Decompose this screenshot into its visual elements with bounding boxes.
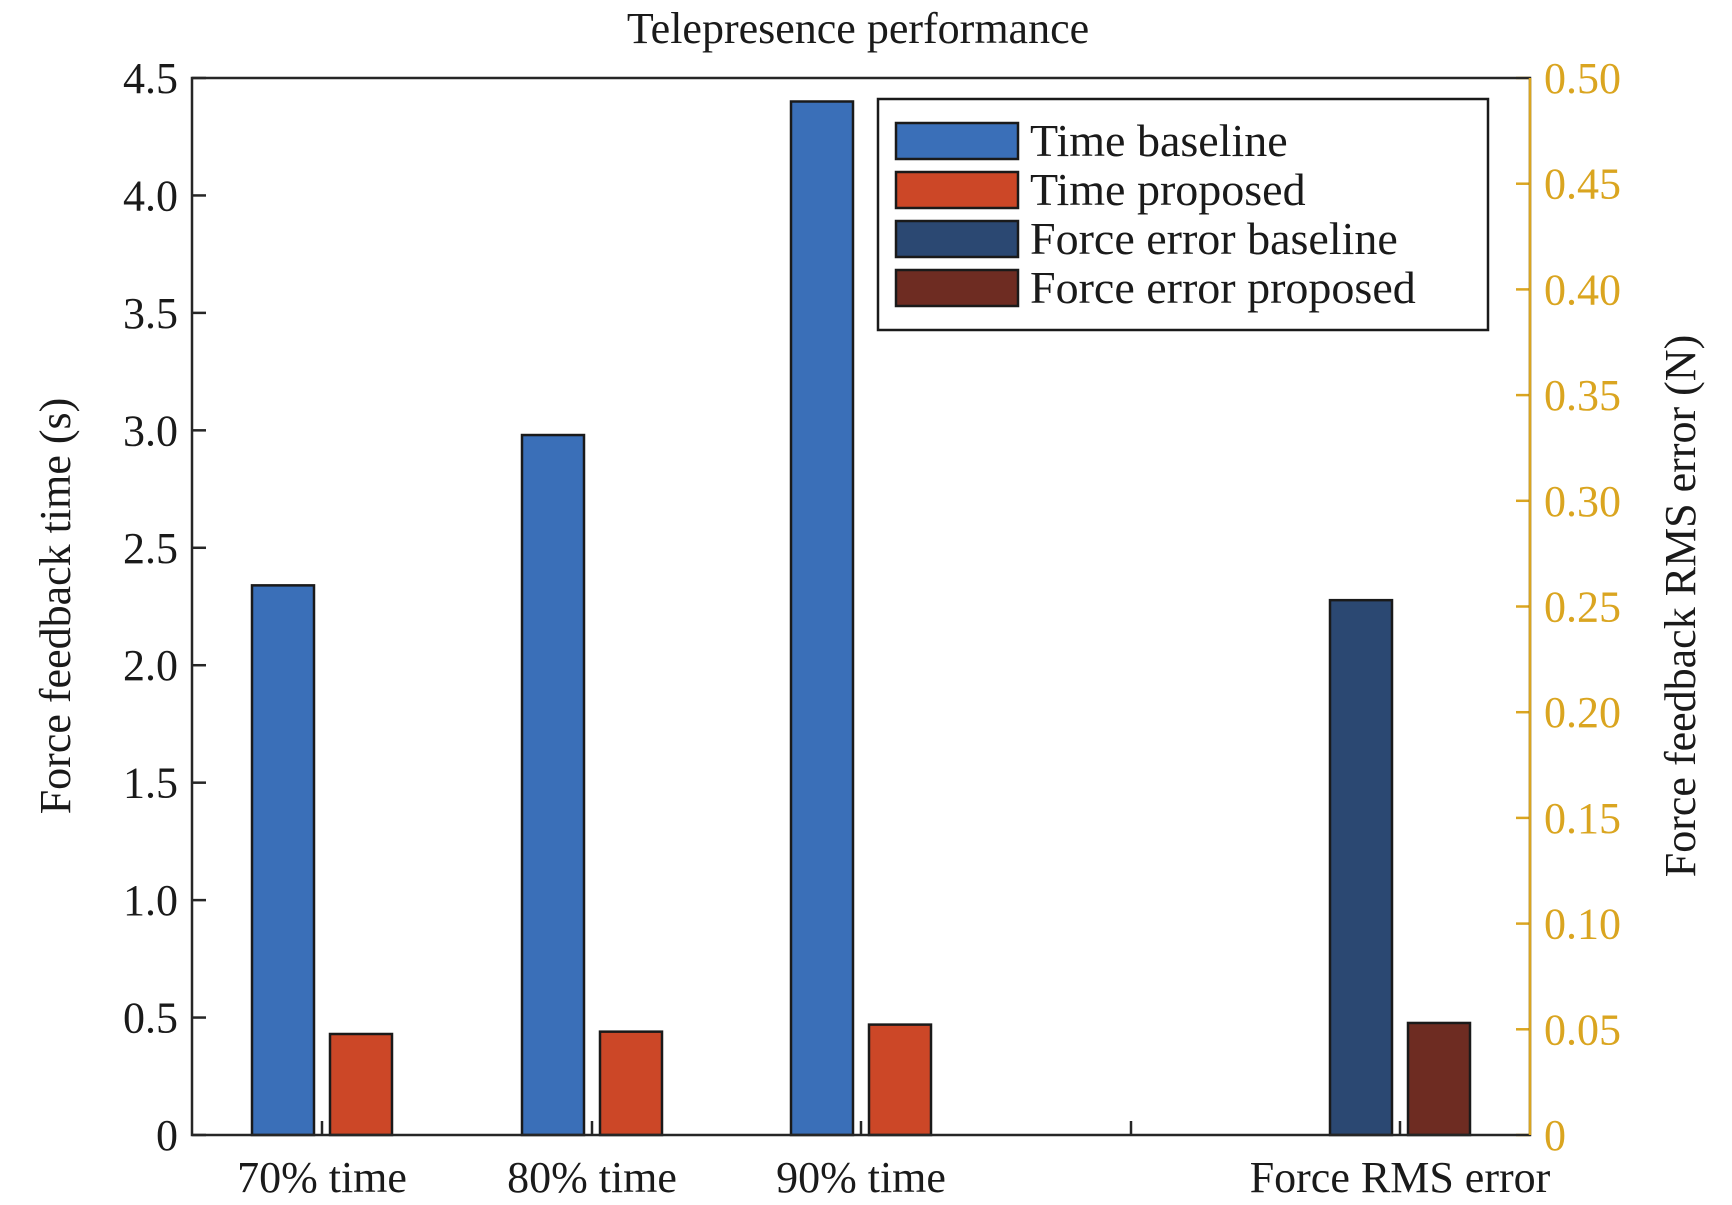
left-tick-label: 1.5 <box>123 759 178 808</box>
bar-force-error-baseline <box>1328 598 1394 1137</box>
right-axis-ticks: 0 0.05 0.10 0.15 0.20 0.25 0.30 0.35 0.40 0.45 0.5… <box>1516 54 1621 1160</box>
bar-time-baseline <box>250 584 316 1137</box>
legend-label: Time baseline <box>1030 115 1288 166</box>
left-tick-label: 2.5 <box>123 524 178 573</box>
left-tick-label: 3.5 <box>123 289 178 338</box>
bar-time-proposed <box>867 1023 933 1137</box>
right-axis-label: Force feedback RMS error (N) <box>1656 335 1705 877</box>
right-tick-label: 0.20 <box>1544 688 1621 737</box>
legend-swatch <box>894 268 1020 308</box>
right-tick-label: 0.50 <box>1544 54 1621 103</box>
legend-label: Force error baseline <box>1030 213 1398 264</box>
right-tick-label: 0.15 <box>1544 794 1621 843</box>
bar-time-proposed <box>328 1032 394 1137</box>
left-tick-label: 0 <box>156 1111 178 1160</box>
legend-label: Force error proposed <box>1030 262 1416 313</box>
x-tick-label: 80% time <box>507 1153 677 1202</box>
right-tick-label: 0.10 <box>1544 900 1621 949</box>
right-tick-label: 0.40 <box>1544 265 1621 314</box>
right-tick-label: 0.45 <box>1544 160 1621 209</box>
bars-layer <box>250 100 1472 1137</box>
chart-title: Telepresence performance <box>627 4 1089 53</box>
x-tick-label: Force RMS error <box>1250 1153 1551 1202</box>
x-tick-label: 70% time <box>237 1153 407 1202</box>
right-tick-label: 0.05 <box>1544 1005 1621 1054</box>
left-tick-label: 3.0 <box>123 406 178 455</box>
left-tick-label: 4.5 <box>123 54 178 103</box>
bar-time-baseline <box>520 433 586 1137</box>
legend-label: Time proposed <box>1030 164 1306 215</box>
left-axis-label: Force feedback time (s) <box>31 398 80 815</box>
left-tick-label: 4.0 <box>123 171 178 220</box>
legend-swatch <box>894 170 1020 210</box>
right-tick-label: 0.25 <box>1544 583 1621 632</box>
right-tick-label: 0.30 <box>1544 477 1621 526</box>
left-tick-label: 0.5 <box>123 994 178 1043</box>
x-tick-label: 90% time <box>776 1153 946 1202</box>
left-axis-ticks: 0 0.5 1.0 1.5 2.0 2.5 3.0 3.5 4.0 4.5 <box>123 54 206 1160</box>
legend-swatch <box>894 219 1020 259</box>
legend-swatch <box>894 121 1020 161</box>
bar-force-error-proposed <box>1406 1021 1472 1137</box>
bar-time-proposed <box>598 1030 664 1137</box>
right-tick-label: 0 <box>1544 1111 1566 1160</box>
left-tick-label: 1.0 <box>123 876 178 925</box>
left-tick-label: 2.0 <box>123 641 178 690</box>
bar-time-baseline <box>789 100 855 1137</box>
right-tick-label: 0.35 <box>1544 371 1621 420</box>
x-axis-ticks: 70% time 80% time 90% time Force RMS error <box>237 1121 1551 1202</box>
